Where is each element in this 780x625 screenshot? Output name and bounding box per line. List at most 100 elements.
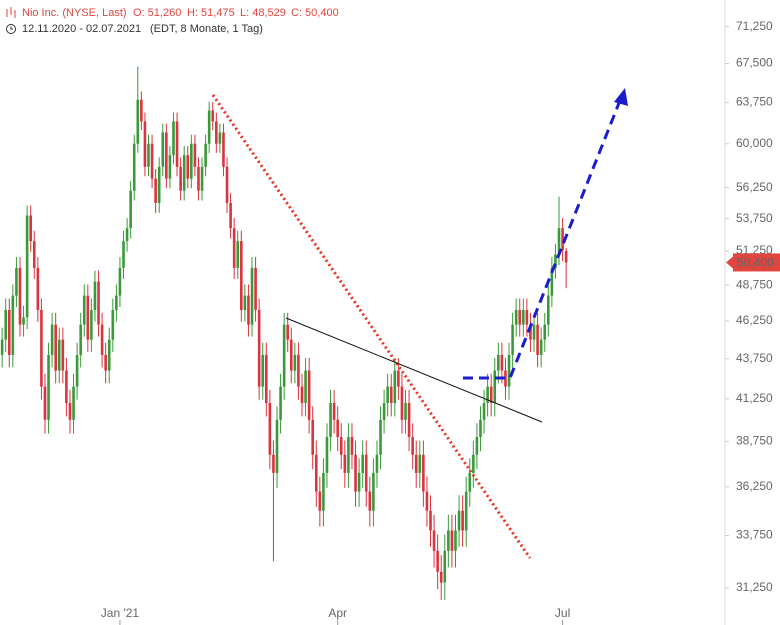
candle-body (247, 295, 250, 325)
candle-body (168, 155, 172, 179)
candle-body (325, 437, 329, 473)
candle-body (339, 437, 343, 455)
candle-body (218, 132, 222, 144)
last-price-label: 50,400 (737, 256, 774, 270)
candle-body (364, 454, 368, 492)
candle-body (165, 132, 168, 179)
candle-body (547, 295, 550, 325)
clock-hands (10, 26, 13, 30)
candle-body (193, 143, 197, 167)
y-tick-label: 56,250 (736, 180, 773, 194)
candle-body (86, 295, 90, 340)
candle-body (272, 454, 275, 473)
candle-body (439, 571, 443, 583)
y-tick-label: 43,750 (736, 351, 773, 365)
candle-body (414, 454, 418, 473)
candle-body (343, 454, 347, 473)
candle-body (289, 339, 293, 371)
candle-body (47, 354, 50, 420)
candle-body (82, 295, 86, 325)
candle-body (232, 228, 236, 268)
candle-body (22, 317, 25, 325)
candle-body (361, 454, 364, 473)
candle-body (254, 267, 257, 311)
candle-body (375, 454, 379, 473)
candle-body (522, 310, 525, 325)
candle-body (118, 267, 122, 296)
candle-body (268, 403, 272, 455)
y-tick-label: 67,500 (736, 56, 773, 70)
candle-body (511, 324, 514, 355)
candle-body (525, 310, 529, 325)
header-title: Nio Inc. (NYSE, Last) (22, 7, 127, 19)
candle-body (311, 419, 315, 455)
candle-body (40, 310, 43, 387)
header-close: C: 50,400 (291, 7, 339, 19)
candle-body (314, 454, 318, 492)
candle-body (129, 190, 132, 229)
candle-body (0, 339, 4, 355)
candle-body (304, 370, 307, 404)
candle-body (215, 121, 218, 144)
last-price-box (733, 253, 780, 272)
candle-body (461, 510, 464, 531)
candle-body (464, 491, 468, 531)
clock-icon (6, 24, 16, 34)
candle-body (282, 324, 286, 387)
candle-body (161, 132, 165, 167)
candle-body (115, 295, 118, 311)
candle-body (475, 437, 479, 455)
candle-body (447, 530, 450, 551)
candle-body (250, 267, 254, 325)
y-tick-label: 48,750 (736, 277, 773, 291)
candle-body (243, 295, 247, 311)
candle-body (518, 310, 522, 325)
candle-body (286, 324, 290, 340)
candle-body (425, 491, 429, 511)
candle-body (500, 354, 504, 371)
candle-body (443, 550, 447, 583)
candle-body (554, 254, 557, 268)
candle-body (225, 166, 229, 203)
candle-body (297, 354, 300, 387)
candle-body (368, 491, 372, 511)
candle-body (93, 281, 97, 311)
candle-body (350, 437, 354, 455)
candle-body (100, 324, 104, 355)
candle-body (561, 228, 564, 251)
candle-body (400, 386, 404, 420)
candle-body (336, 419, 339, 438)
candle-body (386, 386, 389, 404)
candle-body (186, 155, 190, 179)
candle-body (468, 472, 472, 492)
x-tick-label: Jan '21 (101, 606, 140, 620)
candle-body (222, 132, 225, 167)
candle-body (293, 354, 297, 371)
candle-body (172, 121, 175, 156)
candle-body (557, 228, 561, 255)
y-tick-label: 60,000 (736, 136, 773, 150)
candle-body (347, 437, 350, 473)
header-icon (6, 7, 16, 18)
candle-body (236, 241, 240, 268)
candle-body (529, 324, 532, 340)
candle-body (25, 215, 29, 318)
candle-body (79, 324, 82, 355)
candle-body (357, 472, 361, 492)
candle-body (140, 99, 143, 122)
candle-body (275, 419, 279, 473)
candle-body (332, 403, 336, 420)
y-tick-label: 71,250 (736, 19, 773, 33)
black-trendline (285, 317, 543, 423)
candle-body (179, 166, 182, 191)
red-trendline (211, 94, 532, 559)
candle-body (182, 155, 186, 191)
candle-body (240, 241, 243, 311)
candle-body (393, 370, 397, 404)
candle-body (15, 267, 18, 296)
candle-body (43, 386, 47, 420)
candle-body (307, 370, 311, 420)
candle-body (354, 454, 357, 492)
candle-body (472, 454, 475, 473)
